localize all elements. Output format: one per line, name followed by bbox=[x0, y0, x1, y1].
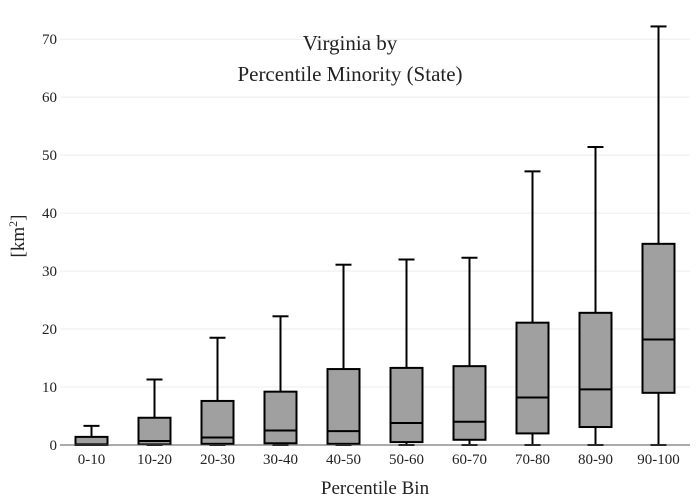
x-tick-label: 20-30 bbox=[200, 452, 235, 468]
x-axis-title: Percentile Bin bbox=[321, 478, 430, 499]
box-40-50 bbox=[326, 263, 361, 446]
x-tick-label: 80-90 bbox=[578, 452, 613, 468]
iqr-box bbox=[641, 242, 676, 394]
box-70-80 bbox=[515, 170, 550, 446]
box-50-60 bbox=[389, 258, 424, 446]
iqr-box bbox=[515, 321, 550, 435]
box-30-40 bbox=[263, 315, 298, 446]
gridlines bbox=[60, 38, 690, 388]
iqr-box bbox=[389, 366, 424, 444]
y-tick-label: 10 bbox=[42, 380, 57, 396]
x-tick-label: 90-100 bbox=[637, 452, 680, 468]
x-tick-label: 50-60 bbox=[389, 452, 424, 468]
y-axis-title-superscript: 2 bbox=[6, 221, 20, 227]
box-90-100 bbox=[641, 25, 676, 446]
y-tick-label: 60 bbox=[42, 90, 57, 106]
boxes-layer bbox=[74, 25, 676, 447]
y-tick-label: 70 bbox=[42, 32, 57, 48]
x-tick-labels: 0-10 10-20 20-30 30-40 40-50 50-60 60-70 70-80 8… bbox=[78, 452, 680, 468]
x-tick-label: 70-80 bbox=[515, 452, 550, 468]
y-tick-label: 40 bbox=[42, 206, 57, 222]
box-0-10 bbox=[74, 424, 109, 447]
x-tick-label: 40-50 bbox=[326, 452, 361, 468]
box-60-70 bbox=[452, 256, 487, 446]
x-tick-label: 60-70 bbox=[452, 452, 487, 468]
y-tick-label: 50 bbox=[42, 148, 57, 164]
y-axis-title-base: [km bbox=[8, 227, 29, 258]
x-tick-label: 0-10 bbox=[78, 452, 106, 468]
box-80-90 bbox=[578, 146, 613, 446]
chart-title-line-1: Virginia by bbox=[303, 31, 398, 55]
y-tick-label: 30 bbox=[42, 264, 57, 280]
box-10-20 bbox=[137, 378, 172, 446]
x-tick-label: 30-40 bbox=[263, 452, 298, 468]
y-axis-title-close: ] bbox=[8, 215, 29, 221]
y-axis-title: [km2] bbox=[6, 215, 29, 258]
y-tick-label: 20 bbox=[42, 322, 57, 338]
iqr-box bbox=[578, 311, 613, 429]
box-20-30 bbox=[200, 336, 235, 446]
chart-title-line-2: Percentile Minority (State) bbox=[237, 62, 462, 86]
iqr-box bbox=[326, 368, 361, 445]
iqr-box bbox=[452, 365, 487, 441]
iqr-box bbox=[263, 390, 298, 445]
y-tick-labels: 0 10 20 30 40 50 60 70 bbox=[42, 32, 57, 454]
x-tick-label: 10-20 bbox=[137, 452, 172, 468]
y-tick-label: 0 bbox=[50, 438, 58, 454]
